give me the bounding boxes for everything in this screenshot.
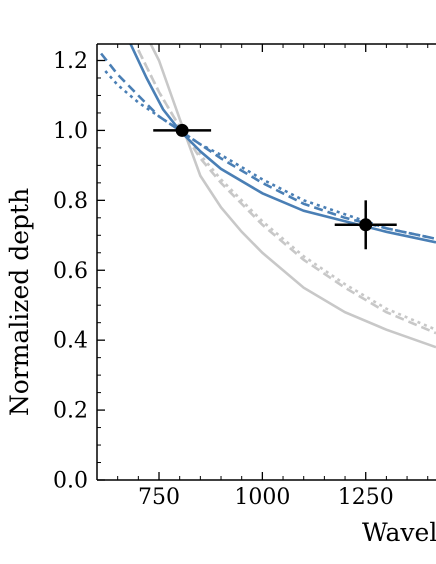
axes <box>96 43 436 481</box>
x-tick-label-1250: 1250 <box>338 485 394 510</box>
y-tick-label-1.2: 1.2 <box>53 49 88 74</box>
x-tick-label-1000: 1000 <box>234 485 290 510</box>
series-line-1 <box>149 44 436 349</box>
data-points <box>153 123 397 250</box>
x-axis-title: Wavel <box>362 518 436 547</box>
y-tick-label-0.0: 0.0 <box>53 469 88 494</box>
data-point-1 <box>175 123 189 137</box>
x-tick-label-750: 750 <box>138 485 180 510</box>
plot-series <box>100 44 436 349</box>
series-line-6 <box>104 70 436 241</box>
y-tick-label-0.4: 0.4 <box>53 329 88 354</box>
y-tick-label-0.8: 0.8 <box>53 189 88 214</box>
series-layer <box>100 44 436 349</box>
y-tick-label-1.0: 1.0 <box>53 119 88 144</box>
series-line-2 <box>137 49 436 335</box>
series-line-4 <box>129 44 436 244</box>
y-axis-title: Normalized depth <box>5 188 34 416</box>
series-line-3 <box>137 49 436 331</box>
ticks: 750 1000 1250 0.0 0.2 0.4 0.6 0.8 1.0 1.2 <box>53 44 429 510</box>
data-point-2 <box>359 218 373 232</box>
y-tick-label-0.2: 0.2 <box>53 399 88 424</box>
series-line-5 <box>100 52 436 241</box>
y-tick-label-0.6: 0.6 <box>53 259 88 284</box>
